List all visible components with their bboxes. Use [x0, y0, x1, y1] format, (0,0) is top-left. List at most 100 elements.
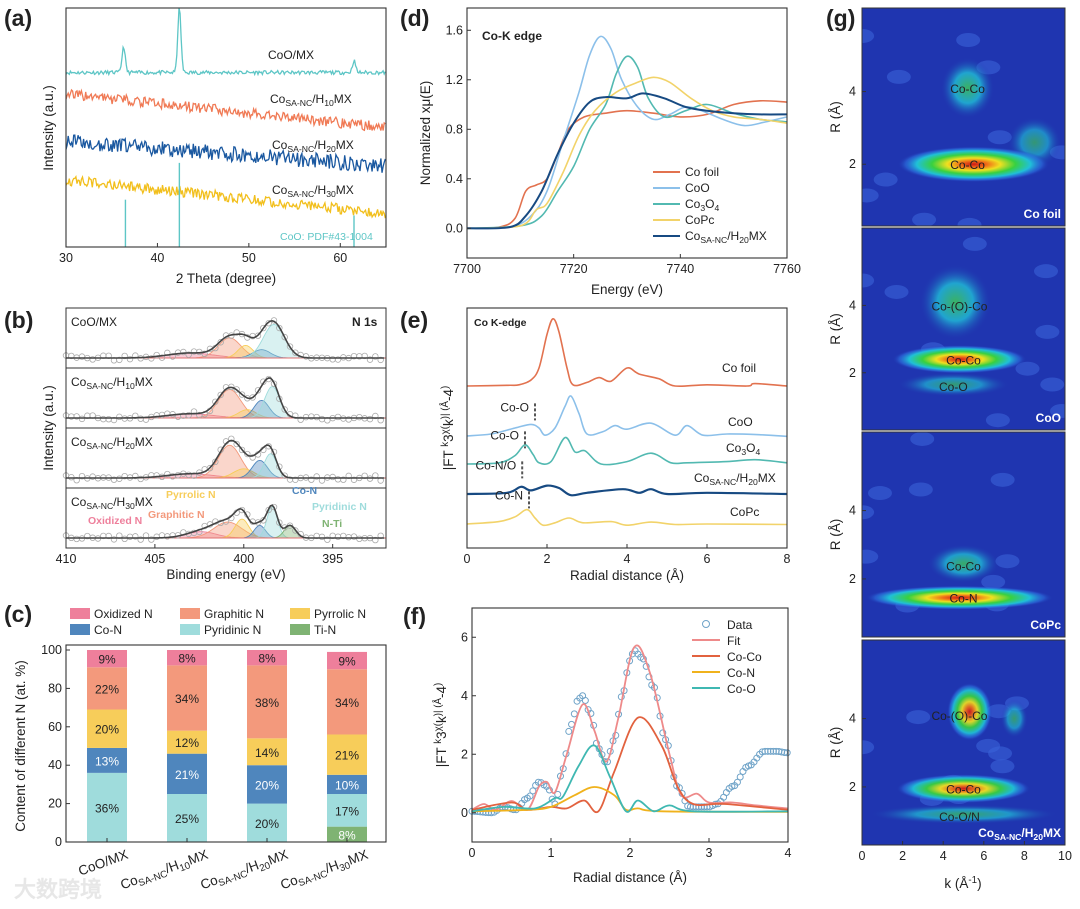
- subscript: 20: [125, 441, 135, 451]
- x-tick-label: 7720: [560, 262, 588, 276]
- label-part: -4: [434, 686, 449, 698]
- subscript: 20: [1033, 832, 1043, 842]
- sample-label: CoPc: [1030, 618, 1061, 632]
- x-tick-label: 30: [59, 251, 73, 265]
- annotation-label: Oxidized N: [88, 515, 142, 527]
- y-axis-title: Content of different N (at. %): [13, 660, 28, 832]
- label-part: /H: [736, 471, 748, 485]
- xps-data-point: [254, 519, 262, 526]
- bar-value-label: 17%: [335, 804, 359, 818]
- x-tick-label: 405: [144, 552, 165, 566]
- wt-weak-feature: [862, 740, 875, 755]
- subscript: SA-NC: [86, 441, 113, 451]
- subscript: 20: [748, 477, 758, 487]
- legend-swatch-oxidized: [70, 608, 90, 619]
- subscript: SA-NC: [137, 869, 169, 890]
- wt-intensity-spot: [865, 585, 1054, 610]
- xps-data-point: [238, 446, 246, 454]
- data-point: [733, 778, 741, 786]
- xps-data-point: [110, 536, 118, 543]
- wt-subpanel: Co-(O)-Co Co-Co Co-O/N CoSA-NC/H20MX 2 4 R (Å): [828, 639, 1066, 846]
- x-tick-label: 6: [704, 552, 711, 566]
- bar-segment-pyrrolic: [87, 709, 127, 748]
- label-part: /H: [113, 375, 125, 389]
- x-tick-label: 8: [784, 552, 791, 566]
- xrd-series-line: [65, 88, 386, 132]
- label-part: Co: [272, 183, 288, 197]
- label-part: CoO: [1036, 411, 1061, 425]
- peak-label: Co-O: [490, 428, 519, 442]
- y-tick-label: 4: [849, 712, 856, 726]
- legend-label: Co-O: [727, 682, 756, 696]
- subscript: SA-NC: [994, 832, 1021, 842]
- wt-weak-feature: [995, 554, 1020, 569]
- category-label: CoSA-NC/H20MX: [198, 847, 291, 895]
- bar-value-label: 21%: [175, 768, 199, 782]
- label-part: MX: [1043, 826, 1061, 840]
- ft-line-h20: [466, 484, 788, 497]
- wt-weak-feature: [1035, 324, 1060, 339]
- plot-title: Co-K edge: [482, 29, 542, 43]
- wt-frame: [861, 7, 1066, 227]
- bar-segment-graphitic: [247, 665, 287, 739]
- bar-value-label: 9%: [338, 655, 356, 669]
- y-tick-label: 4: [849, 504, 856, 518]
- series-label: CoO/MX: [268, 48, 314, 62]
- bar-segment-con: [87, 747, 127, 773]
- sample-label: Co foil: [1024, 207, 1061, 221]
- xps-data-point: [329, 473, 336, 481]
- subscript: SA-NC: [217, 869, 249, 890]
- panel-label: (f): [403, 603, 426, 629]
- bar-segment-con: [247, 765, 287, 804]
- xanes-line-copc: [466, 76, 788, 230]
- x-tick-label: 40: [150, 251, 164, 265]
- wt-weak-feature: [862, 273, 875, 288]
- label-part: /H: [314, 138, 326, 152]
- legend-label: Ti-N: [314, 623, 336, 637]
- label-part: CoPc: [1030, 618, 1061, 632]
- wt-intensity-spot: [892, 345, 1027, 374]
- legend-label: Co-Co: [727, 650, 762, 664]
- wt-intensity-spot: [897, 372, 1010, 397]
- feature-label: Co-O/N: [939, 810, 980, 824]
- x-tick-label: 4: [624, 552, 631, 566]
- subscript: 3: [700, 203, 705, 213]
- subscript: 30: [338, 860, 352, 874]
- wt-weak-feature: [985, 413, 1010, 428]
- label-part: Co: [270, 92, 286, 106]
- xps-data-point: [100, 415, 107, 423]
- data-point: [529, 787, 537, 795]
- bar-segment-pyridinic: [167, 794, 207, 842]
- xps-data-point: [292, 349, 299, 356]
- xps-component-graphitic: [66, 388, 386, 419]
- wt-weak-feature: [884, 284, 909, 299]
- label-part: Co: [198, 872, 219, 892]
- xps-data-point: [292, 412, 299, 419]
- feature-label: Co-N: [949, 592, 977, 606]
- reference-label: CoO: PDF#43-1004: [280, 231, 373, 243]
- panel-a-xrd: (a)CoO/MXCoSA-NC/H10MXCoSA-NC/H20MXCoSA-…: [4, 5, 387, 286]
- xps-data-point: [137, 415, 144, 422]
- label-part: Co foil: [722, 361, 756, 375]
- label-part: MX: [336, 138, 354, 152]
- xps-subpanel: CoO/MX: [62, 307, 387, 369]
- xps-data-point: [308, 476, 315, 483]
- xps-data-point: [313, 473, 320, 480]
- subscript: 20: [739, 235, 749, 245]
- panel-label: (e): [400, 307, 428, 333]
- xps-data-point: [78, 415, 86, 423]
- xanes-line-coo: [466, 35, 788, 230]
- feature-label: Co-Co: [946, 353, 981, 367]
- label-part: /H: [727, 229, 739, 243]
- legend-label: Co foil: [685, 165, 719, 179]
- y-tick-label: 20: [48, 797, 62, 811]
- xps-data-point: [180, 348, 187, 356]
- label-part: /H: [323, 857, 341, 876]
- xps-data-point: [281, 406, 288, 413]
- legend-swatch-con: [70, 624, 90, 635]
- y-tick-label: 0.0: [446, 221, 463, 235]
- label-part: |FT: [441, 447, 456, 471]
- legend-label: CoPc: [685, 213, 714, 227]
- label-part: Co: [278, 872, 299, 892]
- xps-data-point: [377, 356, 384, 364]
